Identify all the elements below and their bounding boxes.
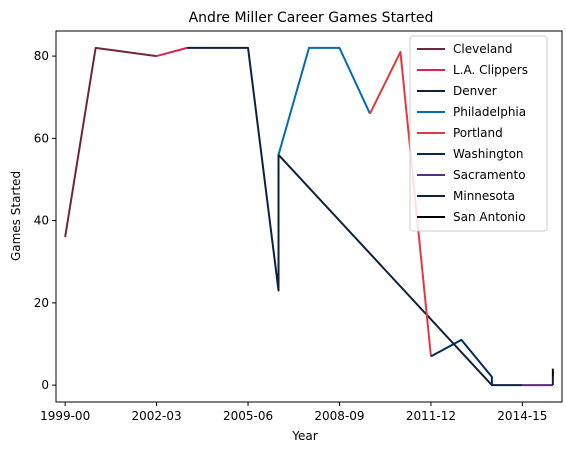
y-axis-label: Games Started [9, 171, 23, 261]
legend-label: L.A. Clippers [453, 63, 528, 77]
y-tick-label: 40 [34, 214, 49, 228]
legend-label: Washington [453, 147, 524, 161]
series-line-cleveland [64, 46, 157, 238]
x-tick-label: 2008-09 [314, 409, 364, 423]
legend-label: Minnesota [453, 189, 515, 203]
legend-label: San Antonio [453, 210, 526, 224]
legend-label: Sacramento [453, 168, 526, 182]
series-line-philadelphia [277, 46, 371, 156]
x-tick-label: 2014-15 [497, 409, 547, 423]
y-tick-label: 80 [34, 49, 49, 63]
series-line-l-a-clippers [156, 46, 188, 58]
y-tick-label: 60 [34, 131, 49, 145]
x-tick-label: 2005-06 [223, 409, 273, 423]
legend-label: Philadelphia [453, 105, 526, 119]
x-tick-label: 1999-00 [40, 409, 90, 423]
legend-box [409, 35, 548, 232]
x-tick-label: 2002-03 [132, 409, 182, 423]
plot-frame [55, 30, 563, 403]
legend-label: Portland [453, 126, 503, 140]
legend-label: Denver [453, 84, 497, 98]
series-line-portland [369, 50, 432, 357]
chart-title: Andre Miller Career Games Started [189, 10, 434, 26]
series-layer [64, 46, 554, 387]
legend: Cleveland L.A. Clippers Denver Philadelphia… [409, 35, 548, 232]
series-line-washington [430, 338, 493, 386]
x-axis-label: Year [291, 429, 317, 443]
x-axis: 1999-00 2002-03 2005-06 2008-09 2011-12 2014-… [40, 402, 547, 423]
x-tick-label: 2011-12 [406, 409, 456, 423]
legend-label: Cleveland [453, 42, 513, 56]
y-tick-label: 20 [34, 296, 49, 310]
y-axis: 0 20 40 60 80 [34, 49, 56, 392]
y-tick-label: 0 [41, 378, 49, 392]
